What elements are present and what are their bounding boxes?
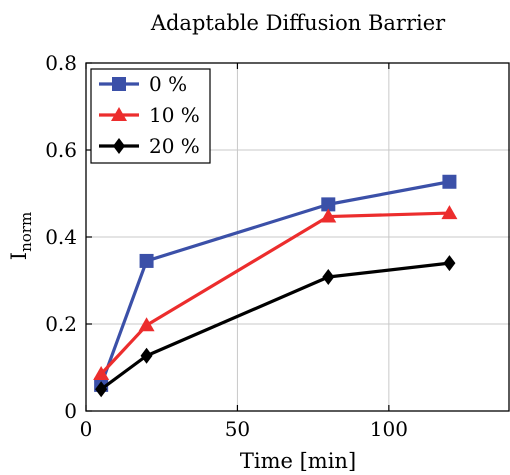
series-10-percent	[93, 205, 458, 381]
legend-label: 10 %	[149, 103, 200, 127]
series-line	[99, 211, 450, 376]
data-point	[322, 269, 335, 286]
legend-marker	[113, 138, 125, 154]
series-line	[100, 261, 450, 391]
data-point	[443, 255, 456, 272]
x-tick-label: 50	[225, 417, 250, 441]
legend-entry: 10 %	[99, 103, 200, 127]
data-point	[441, 205, 458, 220]
y-axis-label: Inorm	[7, 212, 35, 260]
series-20-percent	[95, 255, 456, 398]
y-tick-label: 0.4	[45, 225, 77, 249]
y-tick-label: 0.2	[45, 312, 77, 336]
x-tick-label: 0	[80, 417, 93, 441]
data-point	[93, 366, 110, 381]
legend-entry: 0 %	[99, 72, 187, 96]
series-layer	[93, 174, 458, 398]
x-tick-label: 100	[370, 417, 408, 441]
legend-label: 20 %	[149, 134, 200, 158]
data-point	[321, 197, 336, 212]
y-axis-label-subscript: norm	[17, 212, 35, 252]
y-tick-label: 0.8	[45, 51, 77, 75]
legend-label: 0 %	[149, 72, 187, 96]
data-point	[442, 174, 457, 189]
y-tick-label: 0.6	[45, 138, 77, 162]
y-tick-label: 0	[64, 399, 77, 423]
data-point	[138, 317, 155, 332]
data-point	[140, 347, 153, 364]
y-axis-label-main: I	[7, 252, 31, 260]
data-point	[95, 381, 108, 398]
axis-ticks: 0 50 100 0 0.2 0.4 0.6 0.8	[45, 51, 408, 441]
legend-marker	[112, 77, 126, 91]
data-point	[139, 253, 154, 268]
series-line	[99, 180, 450, 386]
legend-marker	[111, 107, 127, 121]
legend: 0 % 10 % 20 %	[90, 68, 211, 164]
data-point	[320, 208, 337, 223]
x-axis-label: Time [min]	[240, 449, 356, 473]
legend-entry: 20 %	[99, 134, 200, 158]
chart-title: Adaptable Diffusion Barrier	[150, 11, 446, 35]
